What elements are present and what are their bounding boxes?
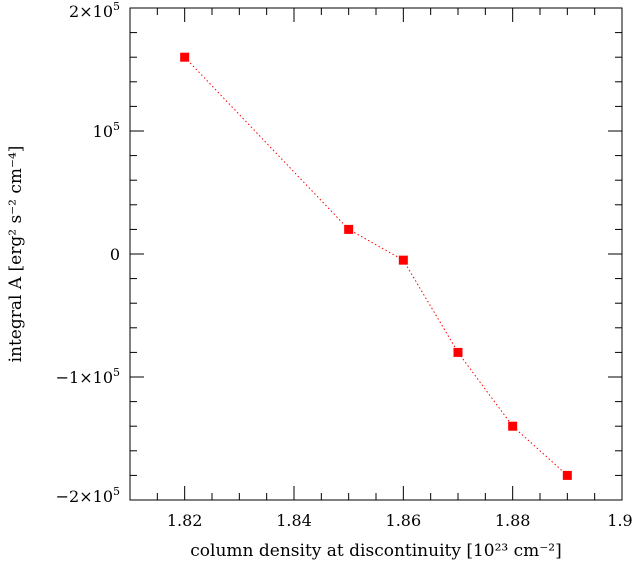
y-tick-label: −2×105: [56, 485, 120, 506]
y-tick-label: 2×105: [69, 0, 120, 21]
data-point: [180, 52, 190, 62]
y-tick-label: −1×105: [56, 366, 120, 387]
y-axis-title: integral A [erg² s⁻² cm⁻⁴]: [6, 146, 26, 363]
data-point: [398, 255, 408, 265]
data-point: [453, 347, 463, 357]
series-line: [184, 56, 568, 476]
series-group: [180, 52, 572, 480]
x-tick-label: 1.84: [276, 511, 312, 530]
x-axis-title: column density at discontinuity [10²³ cm…: [190, 541, 561, 561]
axis-ticks: [129, 7, 623, 501]
y-tick-labels: 2×105 105 0 −1×105 −2×105: [56, 0, 120, 506]
x-tick-label: 1.82: [167, 511, 203, 530]
plot-frame: [129, 7, 623, 501]
x-tick-label: 1.88: [495, 511, 531, 530]
data-point: [562, 470, 572, 480]
data-point: [508, 421, 518, 431]
y-tick-label: 0: [110, 245, 120, 264]
data-point: [344, 224, 354, 234]
x-tick-label: 1.9: [607, 511, 632, 530]
x-tick-label: 1.86: [386, 511, 422, 530]
x-tick-labels: 1.82 1.84 1.86 1.88 1.9: [167, 511, 633, 530]
y-tick-label: 105: [93, 120, 120, 141]
